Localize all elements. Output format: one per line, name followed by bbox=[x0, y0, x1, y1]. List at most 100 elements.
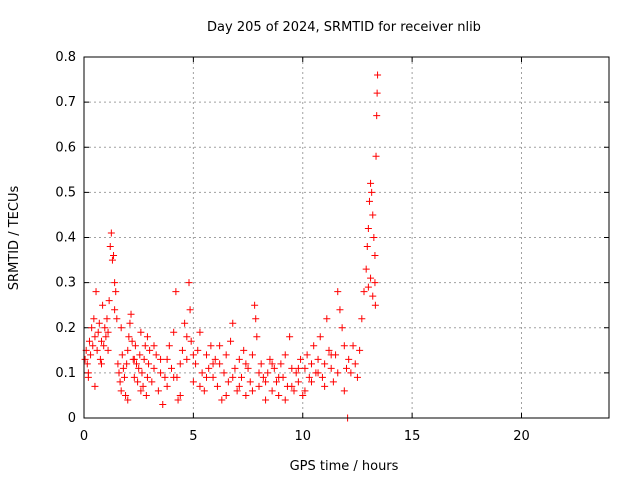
data-point bbox=[140, 355, 148, 363]
y-tick-label: 0.1 bbox=[55, 366, 76, 381]
data-point bbox=[373, 112, 381, 120]
data-point bbox=[213, 382, 221, 390]
data-point bbox=[170, 373, 178, 381]
chart-title: Day 205 of 2024, SRMTID for receiver nli… bbox=[207, 20, 481, 35]
data-point bbox=[192, 360, 200, 368]
data-point bbox=[107, 229, 115, 237]
y-tick-label: 0 bbox=[68, 411, 76, 426]
data-point bbox=[364, 283, 372, 291]
data-point bbox=[127, 310, 135, 318]
data-point bbox=[351, 360, 359, 368]
data-point bbox=[242, 360, 250, 368]
data-point bbox=[229, 319, 237, 327]
data-point bbox=[349, 342, 357, 350]
y-tick-label: 0.7 bbox=[55, 95, 76, 110]
data-point bbox=[148, 378, 156, 386]
data-point bbox=[89, 342, 97, 350]
data-point bbox=[334, 288, 342, 296]
data-point bbox=[88, 324, 96, 332]
data-point bbox=[220, 369, 228, 377]
data-point bbox=[134, 378, 142, 386]
data-point bbox=[314, 369, 322, 377]
data-point bbox=[105, 297, 113, 305]
data-point bbox=[124, 346, 132, 354]
data-point bbox=[235, 382, 243, 390]
data-point bbox=[323, 315, 331, 323]
data-point bbox=[367, 179, 375, 187]
data-point bbox=[154, 387, 162, 395]
data-point bbox=[253, 333, 261, 341]
data-point bbox=[240, 346, 248, 354]
data-point bbox=[262, 378, 270, 386]
data-point bbox=[360, 288, 368, 296]
data-point bbox=[251, 301, 259, 309]
data-point bbox=[248, 351, 256, 359]
data-point bbox=[102, 333, 110, 341]
data-point bbox=[189, 378, 197, 386]
data-point bbox=[170, 328, 178, 336]
data-point bbox=[266, 355, 274, 363]
data-point bbox=[211, 355, 219, 363]
x-axis-label: GPS time / hours bbox=[290, 459, 399, 474]
data-point bbox=[325, 346, 333, 354]
data-point bbox=[150, 364, 158, 372]
data-point bbox=[183, 355, 191, 363]
data-point bbox=[365, 197, 373, 205]
data-point bbox=[305, 373, 313, 381]
data-point bbox=[321, 382, 329, 390]
x-tick-label: 15 bbox=[404, 429, 421, 444]
data-point bbox=[270, 364, 278, 372]
data-point bbox=[255, 369, 263, 377]
data-point bbox=[111, 279, 119, 287]
data-point bbox=[126, 319, 134, 327]
data-point bbox=[163, 355, 171, 363]
data-point bbox=[112, 288, 120, 296]
data-point bbox=[255, 382, 263, 390]
data-point bbox=[205, 364, 213, 372]
data-point bbox=[174, 396, 182, 404]
data-point bbox=[143, 373, 151, 381]
data-point bbox=[288, 364, 296, 372]
data-point bbox=[374, 71, 382, 79]
data-point bbox=[370, 234, 378, 241]
data-point bbox=[98, 360, 105, 368]
y-tick-label: 0.3 bbox=[55, 276, 76, 291]
data-point bbox=[244, 364, 252, 372]
data-point bbox=[334, 369, 342, 377]
data-point bbox=[178, 346, 186, 354]
data-point bbox=[114, 360, 122, 368]
data-point bbox=[308, 360, 315, 368]
axis-ticks: 0 0.1 0.2 0.3 0.4 0.5 0.6 0.7 0.8 0 5 10 15 20 bbox=[55, 50, 609, 444]
data-point bbox=[229, 373, 237, 381]
data-point bbox=[275, 391, 283, 399]
data-point bbox=[288, 382, 296, 390]
data-point bbox=[96, 355, 104, 363]
data-point bbox=[124, 396, 132, 404]
data-point bbox=[275, 373, 283, 381]
data-point bbox=[106, 243, 114, 251]
data-point bbox=[165, 342, 173, 350]
data-point bbox=[157, 369, 165, 377]
data-point bbox=[373, 89, 381, 97]
data-point bbox=[372, 152, 380, 160]
data-point bbox=[224, 378, 232, 386]
data-point bbox=[145, 360, 153, 368]
data-point bbox=[187, 337, 195, 345]
data-point bbox=[130, 355, 138, 363]
data-point bbox=[203, 351, 210, 359]
data-point bbox=[159, 400, 167, 408]
data-point bbox=[143, 333, 151, 341]
data-point bbox=[168, 364, 175, 372]
data-point bbox=[314, 355, 322, 363]
data-point bbox=[364, 224, 372, 232]
data-point bbox=[176, 391, 184, 399]
data-point bbox=[142, 391, 150, 399]
data-point bbox=[336, 306, 344, 314]
data-point bbox=[122, 391, 130, 399]
data-point bbox=[235, 355, 243, 363]
data-points bbox=[81, 71, 382, 422]
data-point bbox=[252, 315, 260, 323]
data-point bbox=[123, 360, 131, 368]
data-point bbox=[273, 378, 280, 386]
